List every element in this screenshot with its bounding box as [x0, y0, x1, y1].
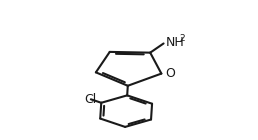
Text: Cl: Cl [85, 93, 97, 106]
Text: NH: NH [166, 36, 184, 49]
Text: O: O [165, 67, 175, 80]
Text: 2: 2 [180, 34, 185, 43]
